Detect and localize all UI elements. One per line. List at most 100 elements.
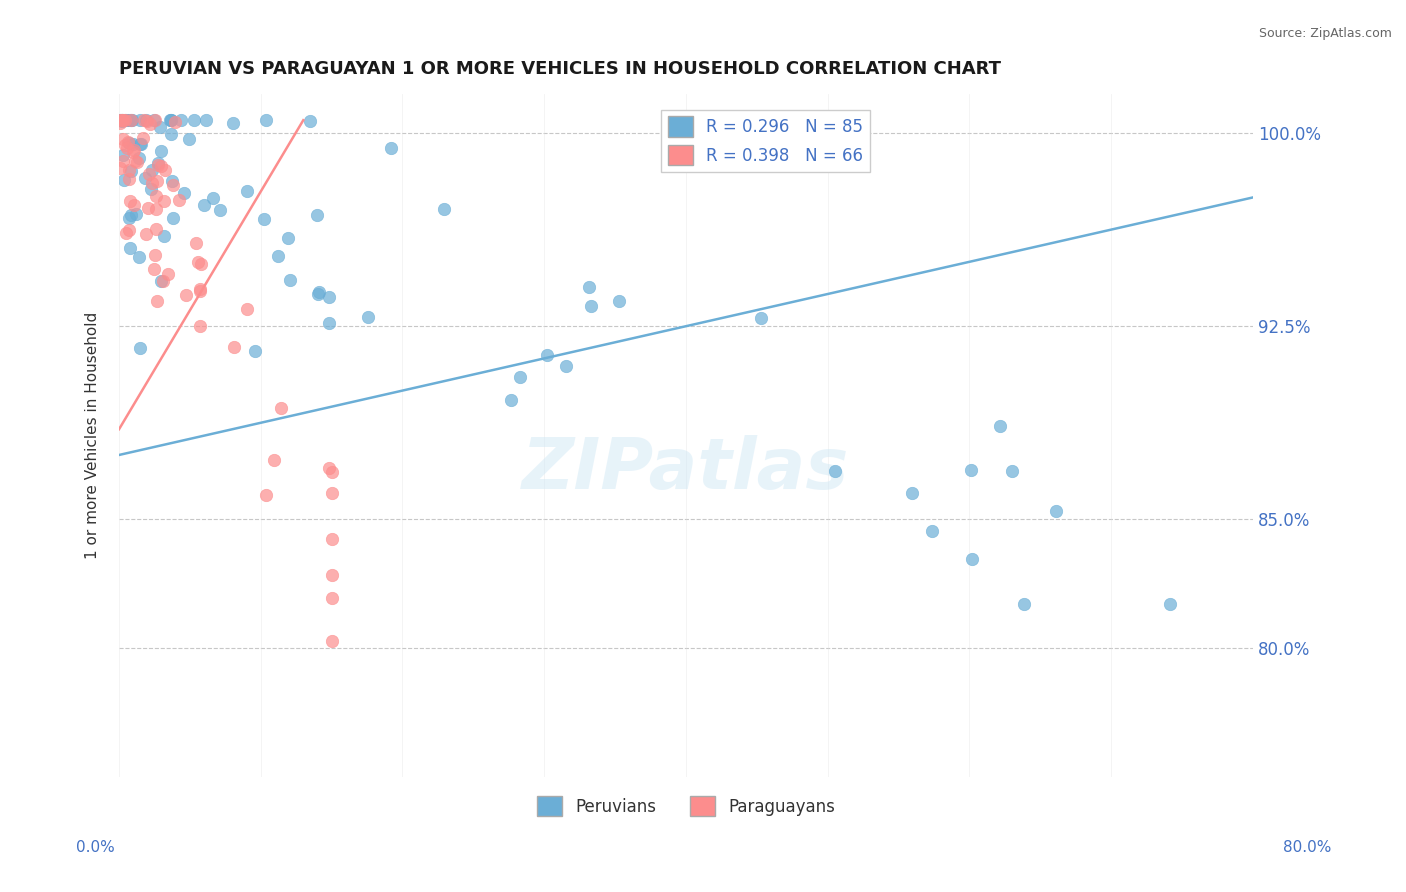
Point (134, 170, 156, 185)
Point (153, 229, 176, 244)
Point (118, 172, 141, 186)
Point (188, 282, 211, 296)
Point (136, 113, 159, 128)
Point (263, 453, 285, 467)
Point (117, 135, 139, 149)
Point (988, 418, 1011, 433)
Point (124, 154, 146, 169)
Point (114, 113, 136, 128)
Point (118, 194, 141, 208)
Point (173, 186, 195, 201)
Point (321, 466, 343, 480)
Point (153, 163, 176, 178)
Point (110, 115, 132, 129)
Point (188, 285, 211, 299)
Point (607, 293, 630, 308)
Point (135, 113, 157, 128)
Point (356, 310, 378, 324)
Point (201, 191, 224, 205)
Text: PERUVIAN VS PARAGUAYAN 1 OR MORE VEHICLES IN HOUSEHOLD CORRELATION CHART: PERUVIAN VS PARAGUAYAN 1 OR MORE VEHICLE… (120, 60, 1001, 78)
Point (321, 485, 343, 500)
Point (120, 164, 142, 178)
Point (318, 290, 340, 304)
Point (110, 161, 132, 176)
Point (159, 113, 181, 128)
Point (125, 206, 148, 220)
Point (162, 211, 184, 226)
Point (112, 173, 135, 187)
Point (120, 208, 142, 222)
Point (111, 113, 134, 128)
Point (117, 222, 139, 236)
Point (299, 114, 322, 128)
Point (195, 113, 218, 128)
Point (139, 182, 162, 196)
Point (318, 316, 340, 330)
Point (118, 136, 141, 151)
Point (278, 273, 301, 287)
Point (129, 137, 152, 152)
Point (142, 113, 165, 128)
Point (149, 274, 172, 288)
Point (1045, 504, 1067, 518)
Point (321, 634, 343, 648)
Point (122, 145, 145, 160)
Point (111, 147, 134, 161)
Point (380, 141, 402, 155)
Point (131, 136, 153, 151)
Point (960, 463, 983, 477)
Point (149, 120, 172, 135)
Point (128, 341, 150, 355)
Point (136, 201, 159, 215)
Point (146, 294, 169, 309)
Point (252, 211, 274, 226)
Point (433, 202, 456, 217)
Point (579, 299, 602, 313)
Point (145, 202, 167, 217)
Point (321, 591, 343, 605)
Text: Source: ZipAtlas.com: Source: ZipAtlas.com (1258, 27, 1392, 40)
Point (120, 113, 142, 128)
Point (960, 551, 983, 566)
Point (111, 113, 134, 128)
Text: 80.0%: 80.0% (1284, 840, 1331, 855)
Point (318, 461, 340, 475)
Point (749, 310, 772, 325)
Point (209, 202, 232, 217)
Point (128, 251, 150, 265)
Point (159, 113, 181, 128)
Point (146, 174, 169, 188)
Point (188, 319, 211, 334)
Point (111, 113, 134, 128)
Point (121, 136, 143, 151)
Point (110, 113, 132, 128)
Point (141, 177, 163, 191)
Point (115, 226, 138, 240)
Point (117, 113, 139, 128)
Point (174, 287, 197, 301)
Point (111, 113, 134, 128)
Point (145, 248, 167, 262)
Point (901, 485, 924, 500)
Point (110, 113, 132, 128)
Point (120, 241, 142, 255)
Point (160, 113, 183, 128)
Point (190, 257, 212, 271)
Point (578, 280, 600, 294)
Point (186, 235, 208, 250)
Point (110, 113, 132, 128)
Point (145, 222, 167, 236)
Point (236, 301, 259, 316)
Point (122, 198, 145, 212)
Point (118, 163, 141, 178)
Point (177, 131, 200, 145)
Point (224, 340, 246, 354)
Point (277, 231, 299, 245)
Point (267, 249, 290, 263)
Point (193, 198, 215, 212)
Point (125, 154, 148, 169)
Point (235, 184, 257, 198)
Point (122, 144, 145, 158)
Point (132, 131, 155, 145)
Point (111, 154, 134, 169)
